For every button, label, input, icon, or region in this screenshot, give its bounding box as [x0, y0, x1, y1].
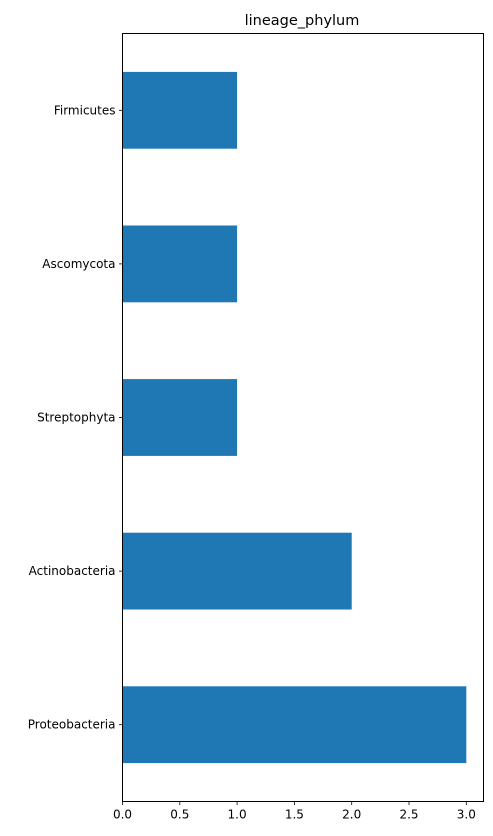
y-tick-label-actinobacteria: Actinobacteria	[29, 564, 116, 578]
x-tick-label: 3.0	[457, 808, 476, 822]
y-tick-labels: Firmicutes Ascomycota Streptophyta Actinoba…	[28, 103, 123, 732]
y-tick-label-firmicutes: Firmicutes	[54, 103, 116, 117]
y-tick-label-ascomycota: Ascomycota	[42, 257, 115, 271]
bar-firmicutes	[122, 71, 238, 149]
x-ticks: 0.0 0.5 1.0 1.5 2.0 2.5 3.0	[113, 801, 476, 822]
bar-proteobacteria	[122, 686, 467, 764]
x-tick-label: 0.0	[113, 808, 132, 822]
y-tick-label-proteobacteria: Proteobacteria	[28, 718, 116, 732]
plot-frame	[122, 33, 484, 802]
x-tick-label: 1.0	[228, 808, 247, 822]
chart-title: lineage_phylum	[245, 13, 360, 29]
x-tick-label: 2.0	[342, 808, 361, 822]
bar-streptophyta	[122, 379, 238, 456]
x-tick-label: 2.5	[399, 808, 418, 822]
y-tick-label-streptophyta: Streptophyta	[37, 411, 115, 425]
bar-ascomycota	[122, 225, 238, 303]
x-tick-label: 1.5	[285, 808, 304, 822]
x-tick-label: 0.5	[170, 808, 189, 822]
bars-group	[122, 71, 467, 764]
bar-actinobacteria	[122, 532, 352, 610]
